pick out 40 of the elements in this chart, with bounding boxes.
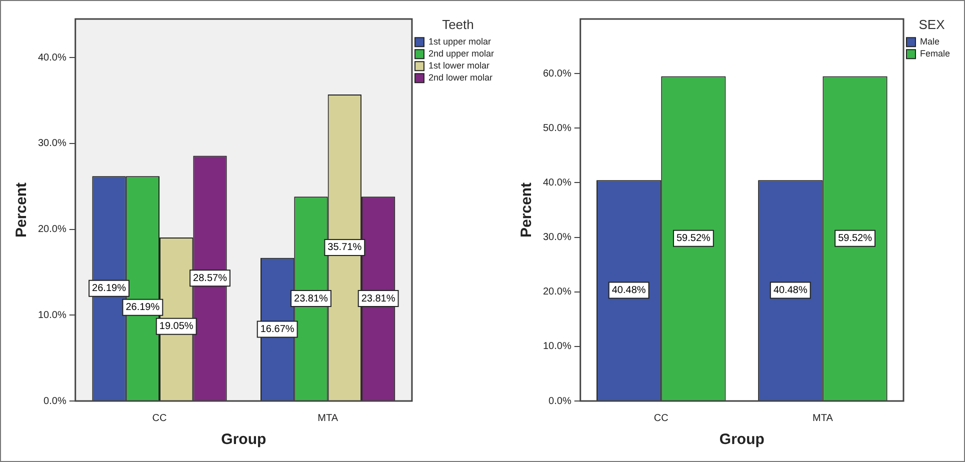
y-tick-label: 0.0% <box>44 396 66 407</box>
y-axis-title: Percent <box>518 182 536 238</box>
data-label: 23.81% <box>361 293 396 304</box>
x-tick-label: CC <box>152 412 167 424</box>
x-axis-title: Group <box>719 431 764 448</box>
data-label: 35.71% <box>328 242 362 254</box>
x-axis-title: Group <box>221 431 266 448</box>
y-tick-label: 10.0% <box>542 341 572 352</box>
y-tick-label: 30.0% <box>542 232 572 244</box>
legend-title: Teeth <box>442 17 474 32</box>
y-tick-label: 40.0% <box>542 177 572 188</box>
legend-label: Female <box>920 48 950 59</box>
y-tick-label: 20.0% <box>542 286 572 298</box>
y-tick-label: 0.0% <box>548 396 572 407</box>
data-label: 23.81% <box>294 293 328 304</box>
legend-label: Male <box>920 36 940 47</box>
y-tick-label: 40.0% <box>38 52 66 64</box>
legend-label: 1st lower molar <box>428 60 490 71</box>
x-tick-label: CC <box>654 412 668 424</box>
y-tick-label: 60.0% <box>542 68 572 80</box>
x-tick-label: MTA <box>318 412 338 424</box>
data-label: 26.19% <box>92 283 126 294</box>
data-label: 40.48% <box>612 285 646 296</box>
y-axis-title: Percent <box>13 182 30 238</box>
legend-label: 1st upper molar <box>428 36 491 47</box>
legend-label: 2nd lower molar <box>428 72 492 83</box>
data-label: 16.67% <box>260 324 294 335</box>
legend-title: SEX <box>918 17 946 32</box>
data-label: 28.57% <box>193 272 228 284</box>
data-label: 59.52% <box>838 233 872 244</box>
y-tick-label: 10.0% <box>38 310 66 321</box>
data-label: 26.19% <box>126 302 160 314</box>
data-label: 40.48% <box>773 285 808 296</box>
data-label: 59.52% <box>676 233 711 244</box>
legend-label: 2nd upper molar <box>428 48 494 59</box>
y-tick-label: 20.0% <box>38 224 66 236</box>
data-label: 19.05% <box>159 321 194 332</box>
y-tick-label: 30.0% <box>38 138 66 150</box>
y-tick-label: 50.0% <box>542 122 572 134</box>
x-tick-label: MTA <box>812 412 834 424</box>
